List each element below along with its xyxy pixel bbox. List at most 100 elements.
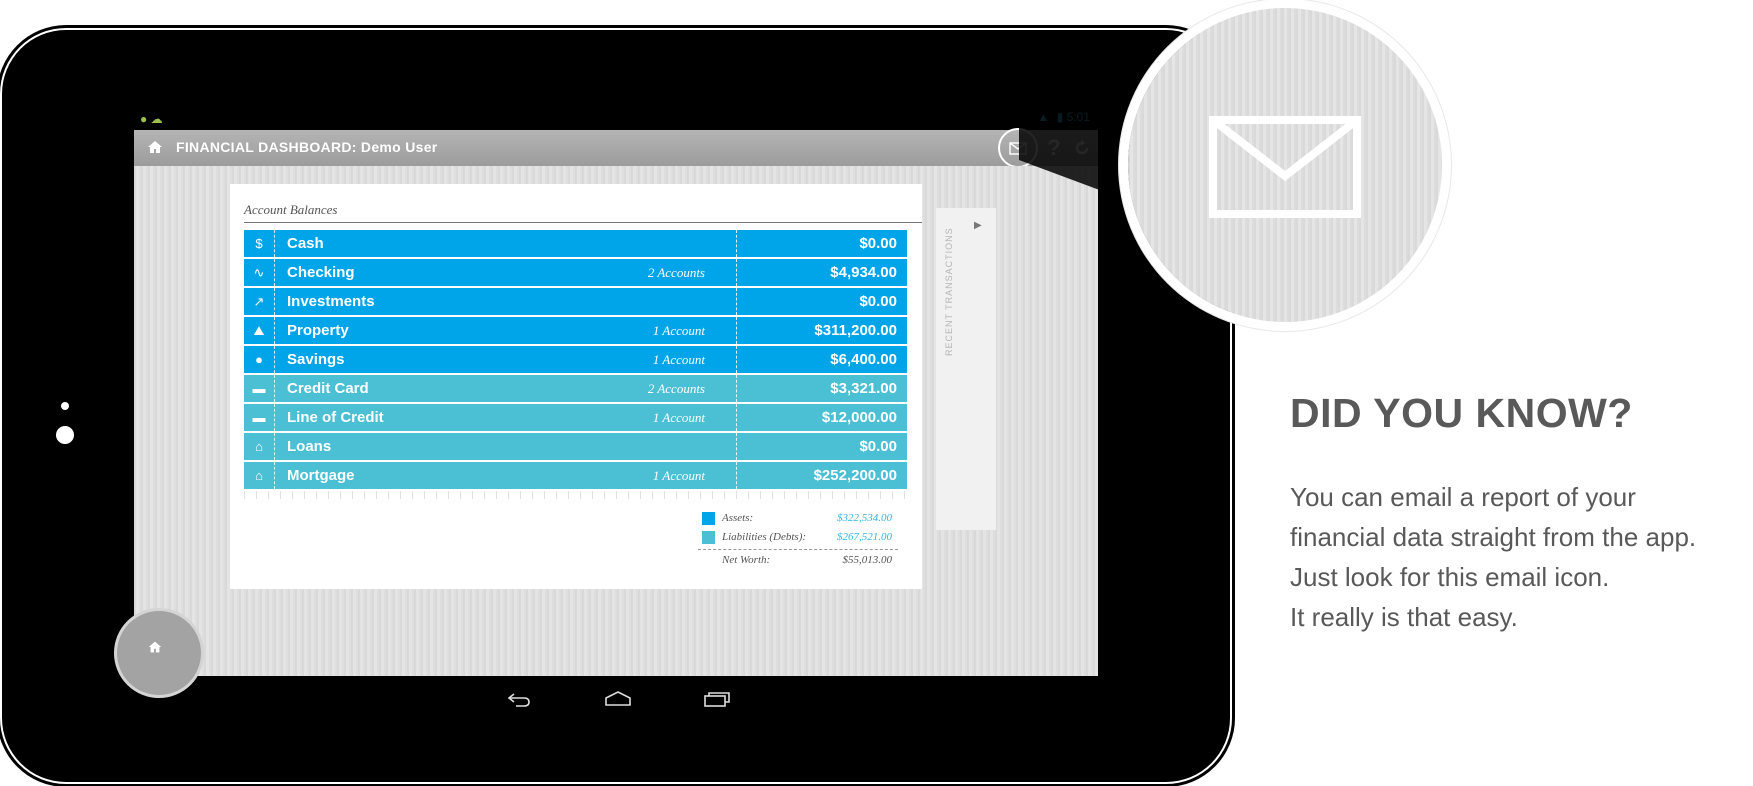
assets-swatch	[702, 512, 715, 525]
promo-line: You can email a report of your	[1290, 482, 1636, 512]
email-report-button[interactable]	[996, 128, 1040, 168]
recent-transactions-drawer[interactable]: ▶ RECENT TRANSACTIONS	[936, 208, 996, 530]
back-button[interactable]	[502, 686, 536, 712]
account-balances-card: Account Balances $ Cash $0.00 ∿ Checking 2 Ac…	[230, 184, 922, 589]
mail-icon	[1009, 141, 1027, 155]
column-separator	[736, 462, 737, 489]
column-separator	[736, 259, 737, 286]
drawer-label: RECENT TRANSACTIONS	[944, 227, 954, 356]
signature-icon: ∿	[244, 259, 275, 286]
account-amount: $6,400.00	[830, 351, 897, 368]
summary-net-worth: Net Worth: $55,013.00	[698, 552, 898, 571]
account-name: Cash	[287, 235, 324, 252]
column-separator	[736, 404, 737, 431]
account-name: Loans	[287, 438, 332, 455]
assets-value: $322,534.00	[837, 512, 892, 524]
divider	[244, 222, 922, 223]
grid-decoration	[244, 491, 907, 499]
column-separator	[736, 433, 737, 460]
front-camera	[61, 402, 69, 410]
net-worth-label: Net Worth:	[722, 554, 771, 566]
sensor-dot	[56, 426, 74, 444]
recent-apps-icon	[704, 692, 730, 707]
account-row[interactable]: ↗ Investments $0.00	[244, 288, 907, 315]
car-icon: ⛰	[244, 317, 275, 344]
account-amount: $4,934.00	[830, 264, 897, 281]
account-name: Line of Credit	[287, 409, 384, 426]
account-row[interactable]: ⌂ Loans $0.00	[244, 433, 907, 460]
status-time: 5:01	[1066, 110, 1090, 124]
credit-card-icon: ▬	[244, 404, 275, 431]
account-row[interactable]: ▬ Credit Card 2 Accounts $3,321.00	[244, 375, 907, 402]
back-icon	[507, 693, 530, 707]
promo-body: You can email a report of your financial…	[1290, 477, 1696, 637]
battery-icon: ▮	[1056, 110, 1064, 124]
zoomed-mail-callout	[1128, 8, 1442, 322]
account-name: Property	[287, 322, 349, 339]
account-row[interactable]: ▬ Line of Credit 1 Account $12,000.00	[244, 404, 907, 431]
expand-arrow-icon[interactable]: ▶	[974, 220, 982, 231]
bank-icon: ⌂	[244, 433, 275, 460]
status-right: ▲ ▮ 5:01	[1037, 110, 1090, 124]
account-name: Credit Card	[287, 380, 369, 397]
summary-liabilities: Liabilities (Debts): $267,521.00	[698, 529, 898, 548]
column-separator	[736, 375, 737, 402]
account-name: Investments	[287, 293, 375, 310]
assets-label: Assets:	[722, 512, 754, 524]
card-title: Account Balances	[244, 202, 338, 217]
account-count: 1 Account	[652, 352, 705, 367]
action-bar: FINANCIAL DASHBOARD: Demo User ?	[134, 128, 1098, 168]
refresh-button[interactable]	[1068, 130, 1096, 166]
system-nav-bar	[134, 676, 1098, 716]
column-separator	[736, 288, 737, 315]
account-row[interactable]: ⛰ Property 1 Account $311,200.00	[244, 317, 907, 344]
help-button[interactable]: ?	[1047, 135, 1061, 160]
account-amount: $3,321.00	[830, 380, 897, 397]
balance-summary: Assets: $322,534.00 Liabilities (Debts):…	[698, 510, 898, 571]
account-amount: $0.00	[859, 438, 897, 455]
promo-headline: DID YOU KNOW?	[1290, 390, 1633, 436]
dashboard-content: Account Balances $ Cash $0.00 ∿ Checking 2 Ac…	[114, 166, 1098, 698]
column-separator	[736, 317, 737, 344]
home-corner-button[interactable]	[114, 608, 204, 698]
promo-line: financial data straight from the app.	[1290, 522, 1697, 552]
home-nav-icon	[605, 691, 631, 706]
credit-card-icon: ▬	[244, 375, 275, 402]
account-count: 1 Account	[652, 410, 705, 425]
account-amount: $252,200.00	[813, 467, 897, 484]
account-name: Savings	[287, 351, 345, 368]
column-separator	[736, 346, 737, 373]
home-icon[interactable]	[146, 138, 164, 156]
dollar-coin-icon: $	[244, 230, 275, 257]
liabilities-swatch	[702, 531, 715, 544]
mail-icon	[1209, 116, 1361, 218]
account-name: Mortgage	[287, 467, 355, 484]
account-amount: $0.00	[859, 235, 897, 252]
house-icon: ⌂	[244, 462, 275, 489]
tablet-screen: ● ☁ ▲ ▮ 5:01 FINANCIAL DASHBOARD: Demo U…	[114, 108, 1098, 698]
account-count: 2 Accounts	[647, 381, 705, 396]
notification-icons: ● ☁	[140, 112, 163, 126]
home-nav-button[interactable]	[601, 686, 635, 712]
status-bar: ● ☁ ▲ ▮ 5:01	[134, 108, 1098, 130]
summary-divider	[698, 549, 898, 550]
account-row[interactable]: $ Cash $0.00	[244, 230, 907, 257]
chart-trend-icon: ↗	[244, 288, 275, 315]
promo-line: Just look for this email icon.	[1290, 562, 1610, 592]
recent-apps-button[interactable]	[700, 686, 734, 712]
promo-line: It really is that easy.	[1290, 602, 1518, 632]
account-rows: $ Cash $0.00 ∿ Checking 2 Accounts $4,934.00 ↗ I…	[244, 230, 907, 491]
account-count: 1 Account	[652, 323, 705, 338]
home-icon	[148, 641, 162, 653]
summary-assets: Assets: $322,534.00	[698, 510, 898, 529]
app-title: FINANCIAL DASHBOARD: Demo User	[176, 139, 438, 155]
account-row[interactable]: ∿ Checking 2 Accounts $4,934.00	[244, 259, 907, 286]
account-row[interactable]: ⌂ Mortgage 1 Account $252,200.00	[244, 462, 907, 489]
account-count: 2 Accounts	[647, 265, 705, 280]
piggy-bank-icon: ●	[244, 346, 275, 373]
account-amount: $12,000.00	[821, 409, 897, 426]
refresh-icon	[1075, 139, 1089, 155]
account-row[interactable]: ● Savings 1 Account $6,400.00	[244, 346, 907, 373]
account-amount: $0.00	[859, 293, 897, 310]
account-count: 1 Account	[652, 468, 705, 483]
